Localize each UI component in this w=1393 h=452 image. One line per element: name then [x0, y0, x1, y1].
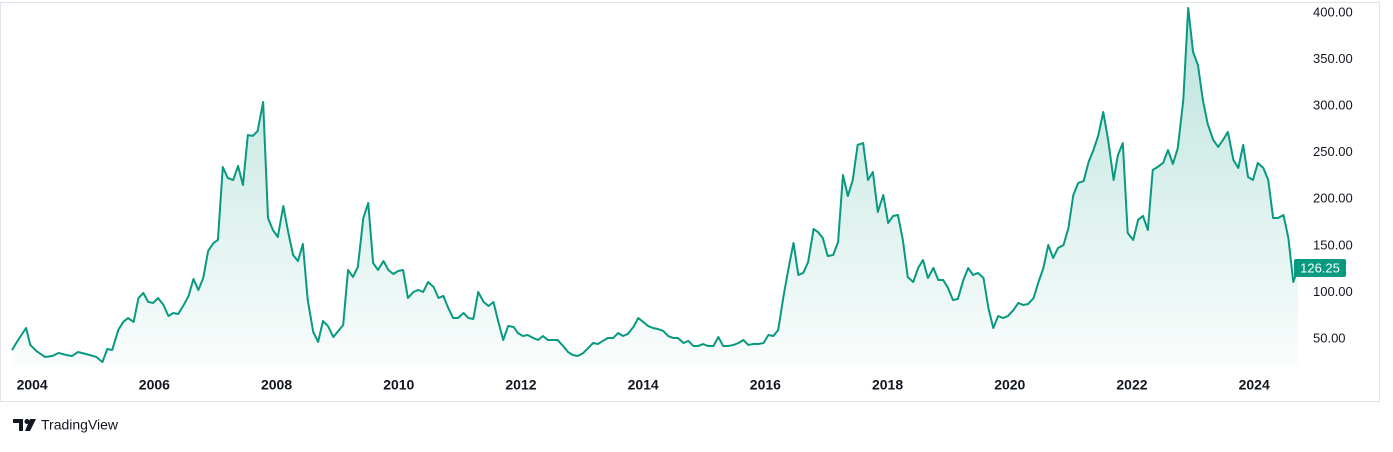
x-tick-label: 2022: [1116, 377, 1147, 393]
branding: TradingView: [41, 417, 119, 433]
x-tick-label: 2024: [1239, 377, 1270, 393]
x-tick-label: 2008: [261, 377, 292, 393]
y-tick-label: 250.00: [1313, 144, 1353, 159]
x-tick-label: 2014: [628, 377, 659, 393]
logo: [13, 419, 36, 431]
y-tick-label: 150.00: [1313, 237, 1353, 252]
x-tick-label: 2010: [383, 377, 414, 393]
last-price-label: 126.25: [1300, 260, 1340, 275]
y-tick-label: 350.00: [1313, 51, 1353, 66]
y-tick-label: 100.00: [1313, 284, 1353, 299]
x-tick-label: 2012: [505, 377, 536, 393]
x-tick-label: 2016: [750, 377, 781, 393]
chart-frame: [0, 2, 1380, 402]
x-tick-label: 2006: [139, 377, 170, 393]
plot: [11, 6, 1300, 366]
y-tick-label: 50.00: [1313, 330, 1346, 345]
x-tick-label: 2004: [17, 377, 48, 393]
x-tick-label: 2020: [994, 377, 1025, 393]
area-fill: [12, 7, 1299, 366]
y-tick-label: 300.00: [1313, 98, 1353, 113]
y-tick-label: 400.00: [1313, 4, 1353, 19]
last-price-box: [1294, 258, 1346, 277]
price-line: [11, 6, 1300, 363]
y-tick-label: 200.00: [1313, 191, 1353, 206]
x-tick-label: 2018: [872, 377, 903, 393]
